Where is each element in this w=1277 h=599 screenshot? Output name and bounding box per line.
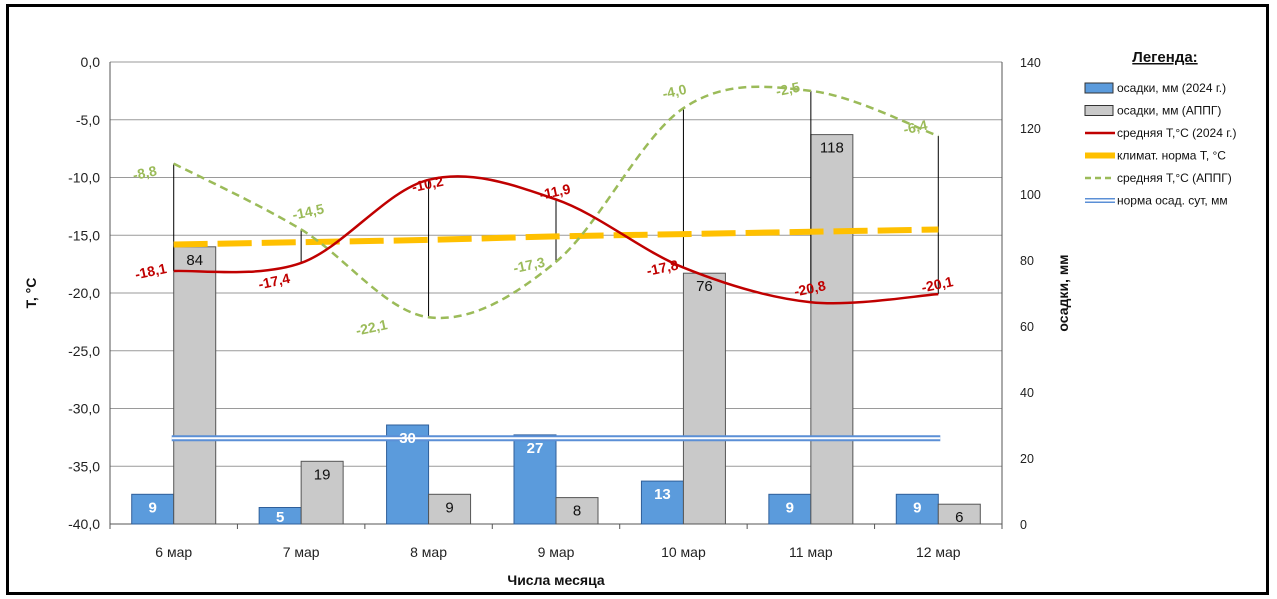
bar-2024-value-label: 9 xyxy=(149,499,157,516)
bar-appg xyxy=(428,493,472,525)
y-tick-label-left: -40,0 xyxy=(68,516,100,532)
y-tick-label-left: -30,0 xyxy=(68,401,100,417)
temp-appg-line xyxy=(173,85,939,320)
y-tick-label-right: 100 xyxy=(1020,188,1041,202)
bar-2024 xyxy=(131,493,175,525)
temp-appg-value-label: -8,8 xyxy=(131,162,158,183)
bar-2024-value-label: 30 xyxy=(399,430,416,447)
x-tick-label: 8 мар xyxy=(410,544,447,560)
chart-frame xyxy=(6,4,1269,595)
legend-label: средняя Т,°С (АППГ) xyxy=(1117,171,1232,185)
y-tick-label-left: -35,0 xyxy=(68,458,100,474)
bar-2024-value-label: 27 xyxy=(527,440,544,457)
temp-appg-value-label: -17,3 xyxy=(512,254,547,276)
bar-appg-value-label: 9 xyxy=(445,499,453,516)
bar-appg xyxy=(810,134,854,525)
y-tick-label-left: -5,0 xyxy=(76,112,100,128)
bar-2024 xyxy=(386,424,430,525)
temp-appg-value-label: -22,1 xyxy=(354,316,389,338)
bar-2024-value-label: 9 xyxy=(786,499,794,516)
legend-label: средняя Т,°С (2024 г.) xyxy=(1117,126,1236,140)
y-tick-label-right: 60 xyxy=(1020,320,1034,334)
legend-label: осадки, мм (АППГ) xyxy=(1117,104,1221,118)
y-tick-label-right: 80 xyxy=(1020,254,1034,268)
bar-appg xyxy=(300,460,344,525)
temp-2024-value-label: -20,1 xyxy=(920,273,955,295)
x-tick-label: 10 мар xyxy=(661,544,706,560)
bar-appg-value-label: 84 xyxy=(186,252,203,269)
legend-label: осадки, мм (2024 г.) xyxy=(1117,81,1226,95)
temp-2024-value-label: -10,2 xyxy=(410,173,445,195)
temp-2024-line xyxy=(173,175,939,305)
bar-2024-value-label: 9 xyxy=(913,499,921,516)
y-tick-label-left: -20,0 xyxy=(68,285,100,301)
bar-appg-value-label: 8 xyxy=(573,503,581,520)
bar-2024 xyxy=(895,493,939,525)
temp-2024-value-label: -11,9 xyxy=(538,180,572,202)
y-axis-title-left: Т, °С xyxy=(23,278,39,309)
legend-title: Легенда: xyxy=(1132,49,1197,66)
temp-2024-value-label: -17,8 xyxy=(645,257,680,279)
legend-swatch xyxy=(1084,105,1114,116)
temp-appg-value-label: -2,5 xyxy=(774,79,801,100)
y-tick-label-left: 0,0 xyxy=(81,54,101,70)
bar-appg xyxy=(555,497,599,525)
temp-2024-value-label: -20,8 xyxy=(793,277,828,299)
x-tick-label: 7 мар xyxy=(283,544,320,560)
bar-appg-value-label: 118 xyxy=(820,140,844,157)
temp-appg-value-label: -14,5 xyxy=(291,200,326,222)
temp-2024-value-label: -18,1 xyxy=(133,260,168,282)
x-tick-label: 12 мар xyxy=(916,544,961,560)
bar-2024 xyxy=(513,434,557,525)
bar-2024-value-label: 13 xyxy=(654,486,671,503)
x-tick-label: 6 мар xyxy=(155,544,192,560)
y-tick-label-right: 120 xyxy=(1020,122,1041,136)
legend-label: климат. норма Т, °С xyxy=(1117,149,1226,163)
bar-2024 xyxy=(640,480,684,525)
bar-appg-value-label: 19 xyxy=(314,466,331,483)
bar-appg-value-label: 76 xyxy=(696,278,713,295)
y-tick-label-right: 40 xyxy=(1020,386,1034,400)
y-tick-label-right: 0 xyxy=(1020,518,1027,532)
bar-appg xyxy=(682,272,726,525)
x-tick-label: 11 мар xyxy=(789,544,833,560)
temp-2024-value-label: -17,4 xyxy=(257,270,292,292)
y-tick-label-right: 20 xyxy=(1020,452,1034,466)
climate-norm-line xyxy=(173,226,939,248)
bar-2024-value-label: 5 xyxy=(276,509,284,526)
x-tick-label: 9 мар xyxy=(538,544,575,560)
legend-swatch xyxy=(1084,82,1114,94)
bar-appg-value-label: 6 xyxy=(955,509,963,526)
legend-label: норма осад. сут, мм xyxy=(1117,194,1228,208)
x-axis-title: Числа месяца xyxy=(507,572,604,588)
bar-appg xyxy=(173,246,217,525)
y-tick-label-left: -10,0 xyxy=(68,170,100,186)
y-tick-label-right: 140 xyxy=(1020,56,1041,70)
temp-appg-value-label: -4,0 xyxy=(661,81,688,102)
y-axis-title-right: осадки, мм xyxy=(1055,254,1071,331)
y-tick-label-left: -15,0 xyxy=(68,227,100,243)
bar-appg xyxy=(937,503,981,525)
temp-appg-value-label: -6,4 xyxy=(902,117,929,138)
y-tick-label-left: -25,0 xyxy=(68,343,100,359)
